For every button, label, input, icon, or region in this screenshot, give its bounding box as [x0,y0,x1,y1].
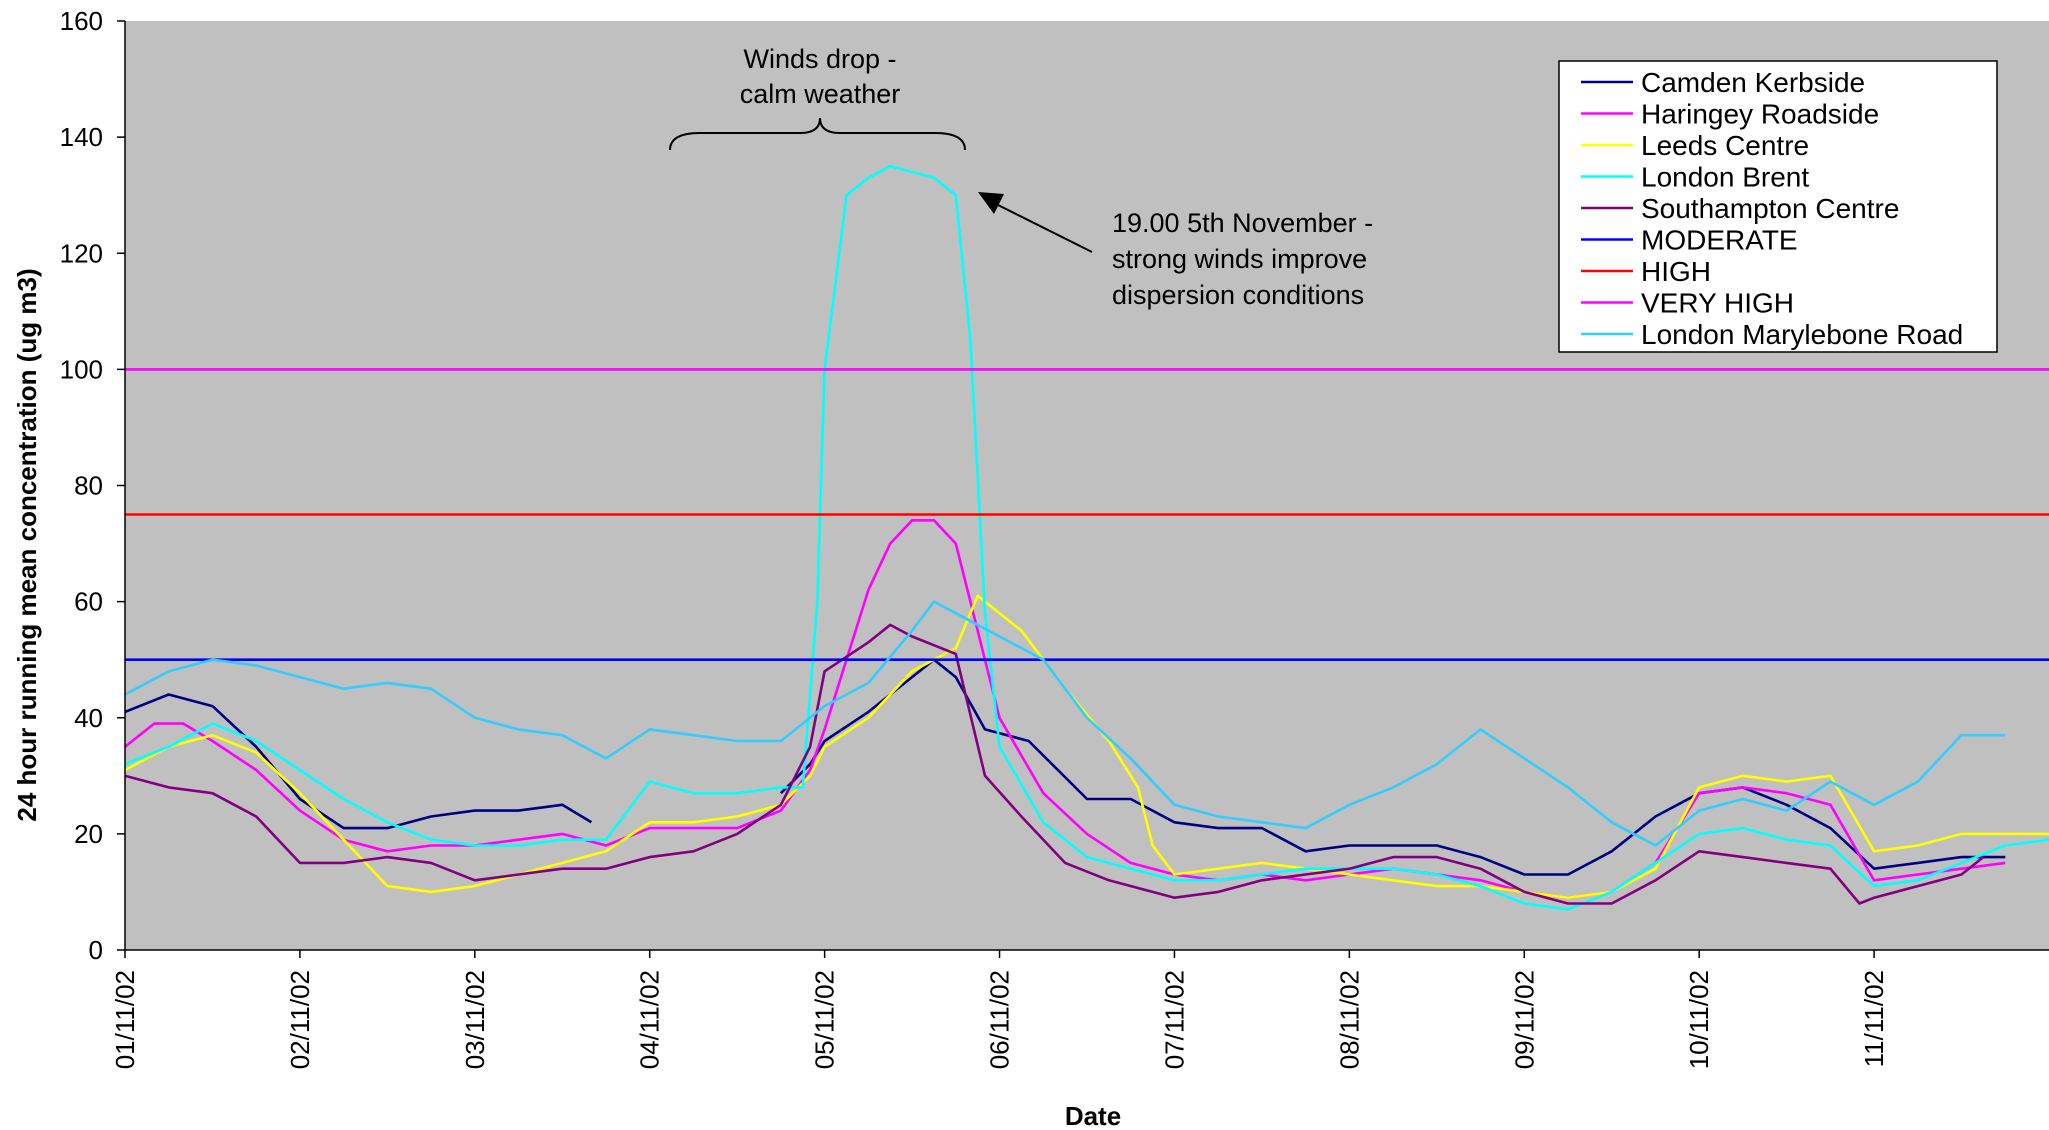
annotation-arrow-line [995,203,1093,253]
legend-label: Southampton Centre [1641,193,1899,224]
x-tick-label: 07/11/02 [1159,970,1189,1069]
y-tick-label: 0 [89,935,103,965]
x-tick-label: 11/11/02 [1859,970,1889,1067]
legend-label: MODERATE [1641,225,1798,256]
annotation-winds-line3: dispersion conditions [1112,280,1364,310]
x-tick-label: 05/11/02 [810,970,840,1069]
y-axis-title: 24 hour running mean concentration (ug m… [12,268,42,821]
x-tick-label: 09/11/02 [1509,970,1539,1069]
x-tick-label: 10/11/02 [1684,970,1714,1069]
y-tick-label: 100 [60,354,103,384]
legend-label: Camden Kerbside [1641,67,1865,98]
legend-label: Haringey Roadside [1641,99,1879,130]
y-tick-label: 140 [60,122,103,152]
legend-label: HIGH [1641,256,1711,287]
y-tick-label: 20 [74,819,103,849]
annotation-brace [669,117,966,151]
annotation-winds-line1: 19.00 5th November - [1112,208,1373,238]
annotation-calm-weather: Winds drop - calm weather [669,44,966,151]
y-tick-label: 160 [60,6,103,36]
series-line-leeds-centre [124,594,2049,899]
series-line-london-marylebone-road [124,600,2006,847]
annotation-calm-line2: calm weather [740,79,901,109]
y-tick-label: 80 [74,471,103,501]
series-line-london-brent [124,164,2049,911]
series-layer [124,164,2049,911]
x-tick-label: 02/11/02 [285,970,315,1069]
x-axis-title: Date [1065,1101,1121,1130]
x-tick-label: 04/11/02 [635,970,665,1069]
x-tick-label: 06/11/02 [985,970,1015,1069]
legend-label: London Marylebone Road [1641,319,1963,350]
annotation-winds-line2: strong winds improve [1112,244,1367,274]
legend-label: Leeds Centre [1641,130,1809,161]
axes-layer: 0 20 40 60 80 100 120 140 160 01/11/02 02/11/02 03/… [60,6,2049,1069]
annotation-strong-winds: 19.00 5th November - strong winds improv… [978,192,1373,310]
x-tick-label: 08/11/02 [1334,970,1364,1069]
y-tick-label: 40 [74,703,103,733]
annotation-calm-line1: Winds drop - [743,44,896,74]
y-tick-label: 120 [60,238,103,268]
legend-label: London Brent [1641,162,1809,193]
legend-label: VERY HIGH [1641,288,1794,319]
x-tick-label: 03/11/02 [460,970,490,1069]
series-line-southampton-centre [124,623,1985,905]
x-tick-label: 01/11/02 [110,970,140,1069]
annotation-arrowhead [978,192,1004,214]
y-tick-label: 60 [74,587,103,617]
